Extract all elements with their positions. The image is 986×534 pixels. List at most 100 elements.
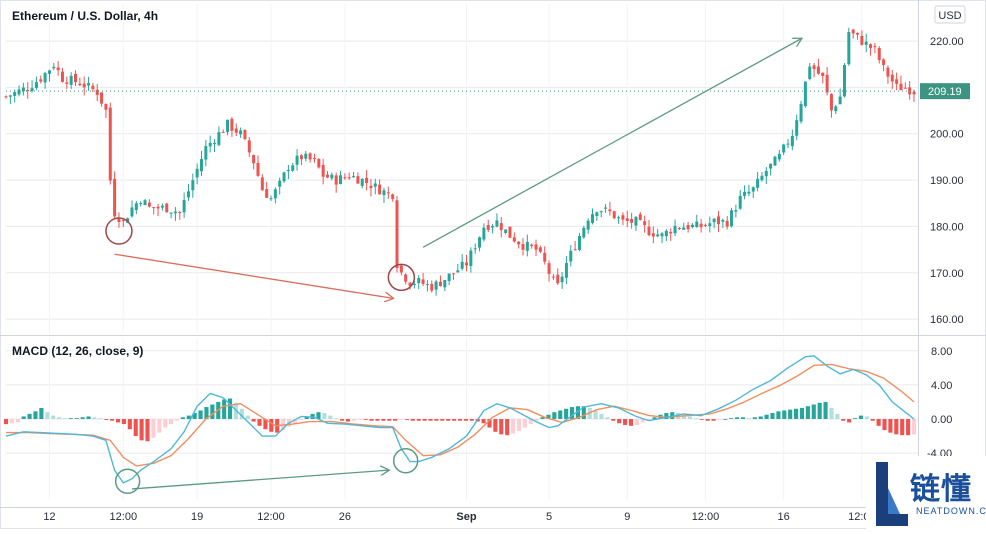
candle-body [395, 200, 399, 269]
candle-body [747, 191, 751, 194]
candle-body [278, 180, 282, 187]
macd-histogram-bar [457, 419, 463, 421]
candle-body [869, 44, 873, 48]
time-tick-label: 12:00 [692, 511, 720, 523]
price-tick-label: 180.00 [930, 221, 964, 233]
macd-histogram-bar [163, 419, 168, 428]
candle-body [521, 244, 525, 250]
macd-histogram-bar [169, 419, 174, 425]
candle-body [78, 83, 82, 86]
candle-body [773, 156, 777, 166]
macd-histogram-bar [322, 413, 327, 419]
macd-histogram-bar [121, 419, 126, 425]
candle-body [908, 87, 912, 95]
macd-histogram-bar [847, 419, 852, 423]
candle-body [703, 224, 707, 226]
candle-body [56, 67, 60, 71]
candle-body [478, 237, 482, 248]
candle-body [677, 227, 681, 229]
macd-histogram-bar [398, 419, 404, 420]
candle-body [534, 244, 538, 250]
macd-histogram-bar [104, 419, 109, 420]
candle-body [352, 176, 356, 178]
macd-histogram-bar [393, 419, 398, 421]
macd-tick-label: 0.00 [931, 414, 952, 426]
macd-histogram-bar [180, 417, 185, 419]
macd-histogram-bar [227, 398, 233, 419]
macd-histogram-bar [758, 416, 763, 419]
candle-body [812, 65, 816, 70]
macd-histogram-bar [334, 418, 339, 419]
candle-body [899, 83, 903, 91]
candle-body [499, 223, 503, 231]
macd-histogram-bar [552, 412, 557, 419]
time-tick-label: 12:00 [257, 511, 285, 523]
macd-histogram-bar [746, 418, 751, 419]
macd-histogram-bar [900, 419, 905, 436]
macd-histogram-bar [9, 419, 14, 424]
macd-histogram-bar [593, 410, 598, 419]
candle-body [339, 175, 343, 185]
candle-body [30, 88, 34, 92]
macd-histogram-bar [617, 419, 622, 424]
macd-histogram-bar [794, 408, 799, 419]
macd-histogram-bar [894, 419, 899, 435]
candle-body [69, 75, 73, 85]
watermark-logo: 链懂 NEATDOWN.COM [866, 456, 986, 529]
candle-body [795, 120, 799, 136]
macd-histogram-bar [340, 419, 345, 421]
macd-histogram-bar [239, 408, 244, 419]
candle-body [895, 79, 899, 84]
candle-body [664, 230, 668, 237]
candle-body [447, 273, 451, 281]
candle-body [247, 140, 251, 153]
candle-body [577, 236, 581, 250]
candle-body [299, 155, 303, 160]
macd-histogram-bar [62, 418, 68, 419]
candle-body [856, 32, 860, 35]
macd-histogram-bar [51, 415, 56, 419]
candle-body [451, 273, 455, 275]
macd-histogram-bar [74, 418, 79, 419]
macd-histogram-bar [764, 414, 769, 419]
candle-body [825, 74, 829, 93]
candle-body [625, 218, 629, 222]
candle-body [890, 74, 894, 82]
macd-histogram-bar [369, 419, 374, 421]
candle-body [886, 67, 890, 77]
candle-body [169, 212, 173, 214]
candle-body [851, 29, 855, 34]
candle-body [582, 227, 586, 238]
macd-line [5, 355, 915, 484]
candle-body [838, 96, 842, 105]
candle-body [13, 92, 17, 96]
time-tick-label: 9 [624, 511, 630, 523]
macd-histogram-bar [511, 419, 516, 434]
macd-histogram-bar [98, 418, 103, 419]
macd-low-circle-2 [392, 448, 419, 474]
candle-body [743, 191, 747, 196]
candle-body [330, 174, 334, 179]
macd-histogram-bar [452, 419, 457, 421]
candle-body [312, 158, 316, 160]
watermark-title: 链懂 [910, 472, 972, 507]
candle-body [530, 244, 534, 246]
macd-histogram-bar [157, 419, 162, 433]
candle-body [438, 281, 442, 287]
macd-histogram-bar [174, 419, 180, 421]
candle-body [356, 176, 360, 184]
candle-body [286, 169, 290, 172]
candle-body [586, 220, 590, 230]
time-tick-label: 12 [43, 511, 55, 523]
candle-body [842, 65, 846, 97]
candle-body [113, 178, 117, 217]
macd-histogram-bar [528, 419, 533, 425]
candle-body [673, 225, 677, 234]
macd-histogram-bar [80, 417, 85, 419]
candle-body [234, 128, 238, 133]
candle-body [621, 215, 625, 220]
time-tick-label: 5 [546, 511, 552, 523]
candle-body [517, 241, 521, 245]
candle-body [525, 241, 529, 251]
